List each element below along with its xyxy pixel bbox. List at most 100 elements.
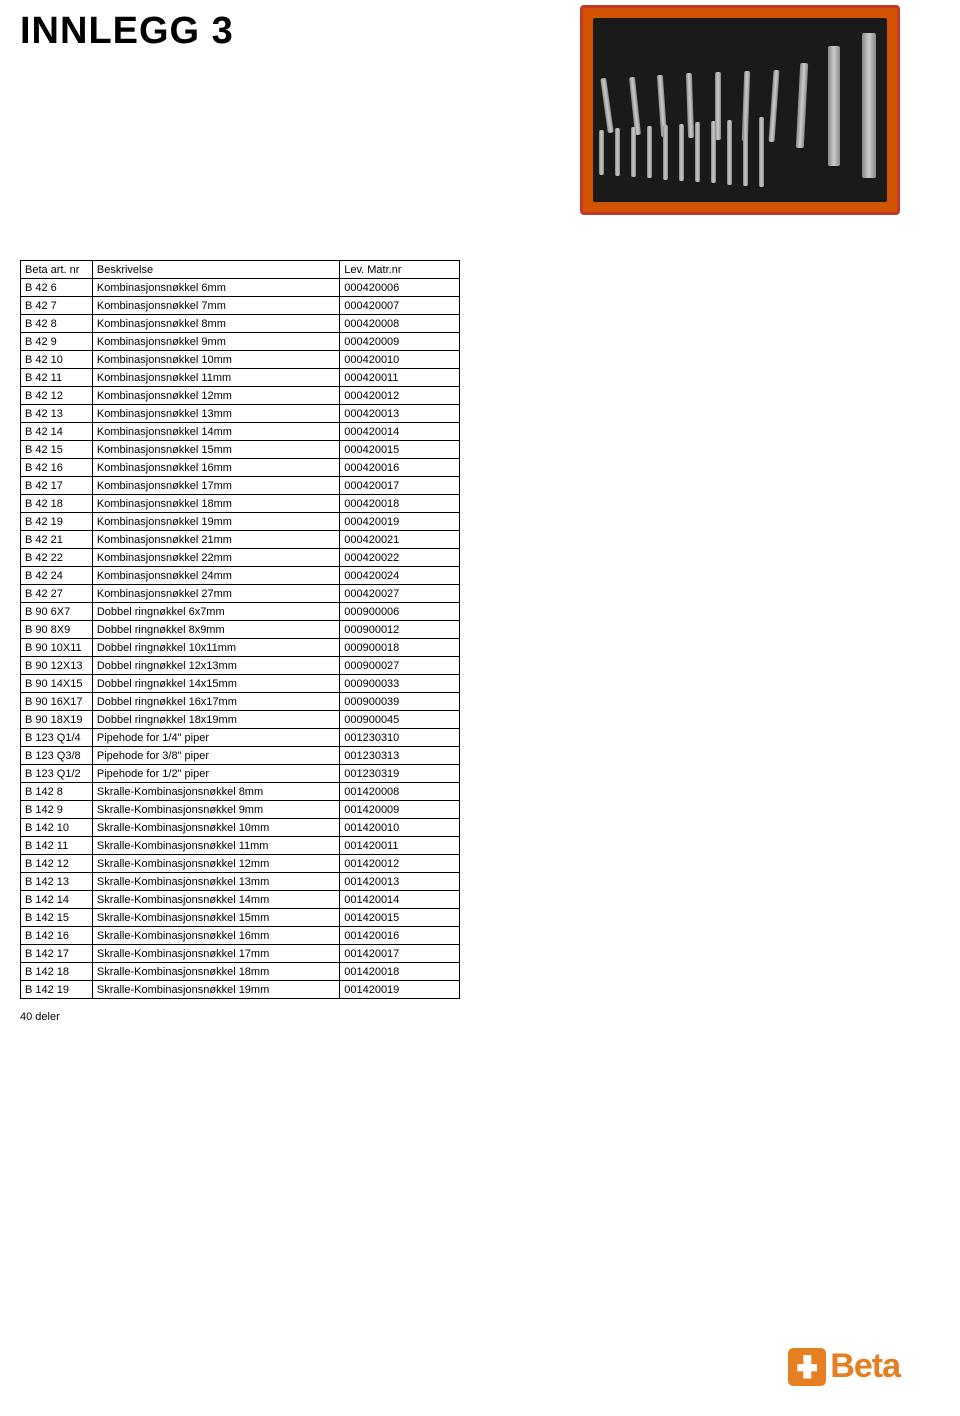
table-cell: 000420019 xyxy=(340,513,460,531)
table-cell: 000420021 xyxy=(340,531,460,549)
table-row: B 123 Q1/4Pipehode for 1/4" piper0012303… xyxy=(21,729,460,747)
table-cell: 000420012 xyxy=(340,387,460,405)
table-row: B 90 18X19Dobbel ringnøkkel 18x19mm00090… xyxy=(21,711,460,729)
table-cell: Skralle-Kombinasjonsnøkkel 17mm xyxy=(92,945,339,963)
table-row: B 42 7Kombinasjonsnøkkel 7mm000420007 xyxy=(21,297,460,315)
table-cell: 000900033 xyxy=(340,675,460,693)
table-cell: Dobbel ringnøkkel 10x11mm xyxy=(92,639,339,657)
table-cell: 000420017 xyxy=(340,477,460,495)
table-row: B 142 15Skralle-Kombinasjonsnøkkel 15mm0… xyxy=(21,909,460,927)
table-row: B 42 17Kombinasjonsnøkkel 17mm000420017 xyxy=(21,477,460,495)
table-row: B 42 12Kombinasjonsnøkkel 12mm000420012 xyxy=(21,387,460,405)
table-cell: 000900027 xyxy=(340,657,460,675)
table-row: B 42 10Kombinasjonsnøkkel 10mm000420010 xyxy=(21,351,460,369)
table-cell: B 142 10 xyxy=(21,819,93,837)
table-header-row: Beta art. nr Beskrivelse Lev. Matr.nr xyxy=(21,261,460,279)
table-cell: 000900018 xyxy=(340,639,460,657)
brand-logo: Beta xyxy=(788,1347,900,1386)
parts-table-container: Beta art. nr Beskrivelse Lev. Matr.nr B … xyxy=(20,260,460,1023)
table-row: B 90 8X9Dobbel ringnøkkel 8x9mm000900012 xyxy=(21,621,460,639)
table-row: B 42 19Kombinasjonsnøkkel 19mm000420019 xyxy=(21,513,460,531)
table-cell: Pipehode for 1/4" piper xyxy=(92,729,339,747)
table-cell: 000420013 xyxy=(340,405,460,423)
table-cell: Skralle-Kombinasjonsnøkkel 9mm xyxy=(92,801,339,819)
table-row: B 142 19Skralle-Kombinasjonsnøkkel 19mm0… xyxy=(21,981,460,999)
table-cell: B 42 16 xyxy=(21,459,93,477)
table-cell: B 42 21 xyxy=(21,531,93,549)
table-cell: Dobbel ringnøkkel 6x7mm xyxy=(92,603,339,621)
table-cell: B 42 17 xyxy=(21,477,93,495)
table-cell: Skralle-Kombinasjonsnøkkel 16mm xyxy=(92,927,339,945)
table-cell: B 90 14X15 xyxy=(21,675,93,693)
table-cell: Skralle-Kombinasjonsnøkkel 18mm xyxy=(92,963,339,981)
table-cell: 001420013 xyxy=(340,873,460,891)
table-cell: B 142 12 xyxy=(21,855,93,873)
table-cell: B 142 15 xyxy=(21,909,93,927)
parts-table: Beta art. nr Beskrivelse Lev. Matr.nr B … xyxy=(20,260,460,999)
table-cell: 000420008 xyxy=(340,315,460,333)
table-cell: Kombinasjonsnøkkel 11mm xyxy=(92,369,339,387)
table-cell: Skralle-Kombinasjonsnøkkel 19mm xyxy=(92,981,339,999)
table-row: B 142 18Skralle-Kombinasjonsnøkkel 18mm0… xyxy=(21,963,460,981)
table-cell: B 142 16 xyxy=(21,927,93,945)
table-cell: 001420011 xyxy=(340,837,460,855)
table-cell: B 142 17 xyxy=(21,945,93,963)
product-image xyxy=(580,5,900,215)
table-cell: B 123 Q1/4 xyxy=(21,729,93,747)
table-cell: B 42 24 xyxy=(21,567,93,585)
table-cell: B 42 6 xyxy=(21,279,93,297)
table-cell: 001420018 xyxy=(340,963,460,981)
table-row: B 42 8Kombinasjonsnøkkel 8mm000420008 xyxy=(21,315,460,333)
table-cell: Kombinasjonsnøkkel 15mm xyxy=(92,441,339,459)
table-cell: Kombinasjonsnøkkel 13mm xyxy=(92,405,339,423)
table-cell: B 42 19 xyxy=(21,513,93,531)
table-cell: 000900039 xyxy=(340,693,460,711)
table-cell: 000420018 xyxy=(340,495,460,513)
table-cell: B 90 18X19 xyxy=(21,711,93,729)
table-cell: 000420027 xyxy=(340,585,460,603)
table-row: B 123 Q3/8Pipehode for 3/8" piper0012303… xyxy=(21,747,460,765)
page-title: INNLEGG 3 xyxy=(20,10,234,53)
table-cell: 001420010 xyxy=(340,819,460,837)
table-cell: B 42 11 xyxy=(21,369,93,387)
table-cell: 000420007 xyxy=(340,297,460,315)
table-cell: 000420024 xyxy=(340,567,460,585)
table-cell: B 42 8 xyxy=(21,315,93,333)
table-cell: B 142 14 xyxy=(21,891,93,909)
table-row: B 42 14Kombinasjonsnøkkel 14mm000420014 xyxy=(21,423,460,441)
table-row: B 90 12X13Dobbel ringnøkkel 12x13mm00090… xyxy=(21,657,460,675)
table-row: B 142 10Skralle-Kombinasjonsnøkkel 10mm0… xyxy=(21,819,460,837)
table-cell: Skralle-Kombinasjonsnøkkel 10mm xyxy=(92,819,339,837)
table-cell: B 142 19 xyxy=(21,981,93,999)
table-cell: B 42 18 xyxy=(21,495,93,513)
table-cell: Kombinasjonsnøkkel 21mm xyxy=(92,531,339,549)
table-row: B 142 16Skralle-Kombinasjonsnøkkel 16mm0… xyxy=(21,927,460,945)
table-cell: Kombinasjonsnøkkel 7mm xyxy=(92,297,339,315)
table-row: B 42 11Kombinasjonsnøkkel 11mm000420011 xyxy=(21,369,460,387)
table-cell: B 42 22 xyxy=(21,549,93,567)
table-cell: 000420015 xyxy=(340,441,460,459)
header-art-nr: Beta art. nr xyxy=(21,261,93,279)
table-cell: Dobbel ringnøkkel 16x17mm xyxy=(92,693,339,711)
table-cell: B 42 9 xyxy=(21,333,93,351)
table-cell: Kombinasjonsnøkkel 17mm xyxy=(92,477,339,495)
table-cell: B 90 8X9 xyxy=(21,621,93,639)
table-cell: 000420006 xyxy=(340,279,460,297)
table-row: B 42 21Kombinasjonsnøkkel 21mm000420021 xyxy=(21,531,460,549)
table-cell: 001230319 xyxy=(340,765,460,783)
table-cell: Kombinasjonsnøkkel 22mm xyxy=(92,549,339,567)
header-matr-nr: Lev. Matr.nr xyxy=(340,261,460,279)
table-cell: B 90 12X13 xyxy=(21,657,93,675)
table-cell: 001230310 xyxy=(340,729,460,747)
table-row: B 42 16Kombinasjonsnøkkel 16mm000420016 xyxy=(21,459,460,477)
table-cell: 000420009 xyxy=(340,333,460,351)
table-cell: 000420016 xyxy=(340,459,460,477)
table-row: B 42 22Kombinasjonsnøkkel 22mm000420022 xyxy=(21,549,460,567)
table-cell: Kombinasjonsnøkkel 12mm xyxy=(92,387,339,405)
table-row: B 142 17Skralle-Kombinasjonsnøkkel 17mm0… xyxy=(21,945,460,963)
table-cell: B 42 14 xyxy=(21,423,93,441)
table-row: B 90 16X17Dobbel ringnøkkel 16x17mm00090… xyxy=(21,693,460,711)
table-row: B 123 Q1/2Pipehode for 1/2" piper0012303… xyxy=(21,765,460,783)
header-beskrivelse: Beskrivelse xyxy=(92,261,339,279)
table-row: B 42 6Kombinasjonsnøkkel 6mm000420006 xyxy=(21,279,460,297)
